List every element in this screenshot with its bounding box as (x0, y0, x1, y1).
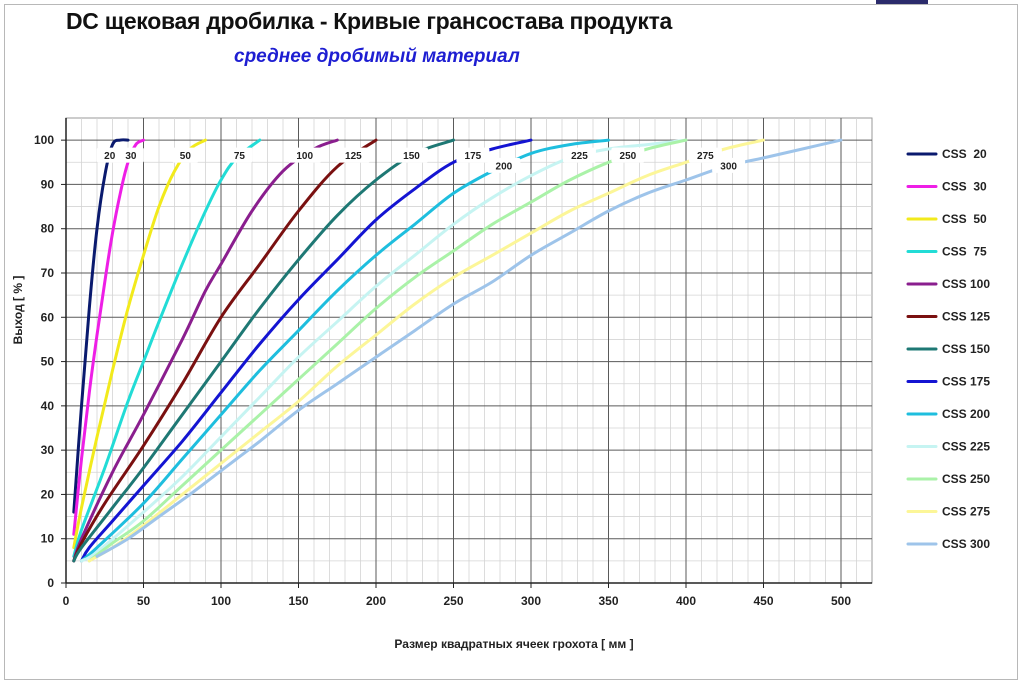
legend-item-label: CSS 20 (942, 147, 987, 161)
curve-275 (87, 138, 765, 563)
y-tick-label: 40 (41, 399, 55, 413)
legend-item-label: CSS 125 (942, 310, 990, 324)
curve-label-50: 50 (180, 151, 192, 162)
chart-title: DC щековая дробилка - Кривые грансостава… (66, 8, 673, 34)
curve-75 (72, 138, 262, 558)
grid-major (66, 118, 872, 583)
curve-label-150: 150 (403, 151, 420, 162)
corner-accent (876, 0, 928, 4)
x-tick-label: 250 (443, 594, 463, 608)
curve-label-box (336, 147, 370, 163)
curve-label-100: 100 (296, 151, 313, 162)
curve-label-box (487, 157, 521, 173)
y-axis-label: Выход [ % ] (11, 276, 25, 345)
axes (61, 118, 872, 588)
y-tick-label: 90 (41, 177, 55, 191)
legend-item-label: CSS 30 (942, 180, 987, 194)
legend-item-label: CSS 300 (942, 537, 990, 551)
x-tick-label: 400 (676, 594, 696, 608)
legend-item-label: CSS 75 (942, 245, 987, 259)
x-tick-label: 0 (63, 594, 70, 608)
curve-label-box (712, 157, 746, 173)
legend: CSS 20 CSS 30 CSS 50 CSS 75 CSS 100 CSS 125 CS… (906, 147, 990, 551)
legend-item-label: CSS 50 (942, 212, 987, 226)
x-tick-label: 200 (366, 594, 386, 608)
grid-minor (66, 118, 872, 583)
curve-250 (87, 138, 688, 563)
curve-125 (72, 138, 378, 563)
legend-item-label: CSS 150 (942, 342, 990, 356)
x-tick-label: 500 (831, 594, 851, 608)
y-tick-label: 30 (41, 443, 55, 457)
curve-label-125: 125 (345, 151, 362, 162)
curve-label-225: 225 (571, 151, 588, 162)
curve-label-175: 175 (465, 151, 482, 162)
curve-label-box (611, 147, 645, 163)
legend-item-label: CSS 275 (942, 505, 990, 519)
y-tick-label: 70 (41, 266, 55, 280)
curve-label-box (288, 147, 322, 163)
y-tick-label: 20 (41, 487, 55, 501)
curve-20 (72, 138, 130, 514)
curve-label-300: 300 (720, 161, 737, 172)
legend-item-label: CSS 200 (942, 407, 990, 421)
curve-label-box (395, 147, 429, 163)
curve-label-box (96, 147, 123, 163)
curve-label-75: 75 (234, 151, 246, 162)
x-tick-label: 300 (521, 594, 541, 608)
x-tick-label: 50 (137, 594, 151, 608)
x-tick-label: 100 (211, 594, 231, 608)
x-tick-labels: 0 50 100 150 200 250 300 350 400 450 500 (63, 594, 852, 608)
x-axis-label: Размер квадратных ячеек грохота [ мм ] (394, 637, 633, 651)
curve-labels: 20 30 50 75 100 125 150 175 200 225 250 275 300 (96, 147, 746, 173)
y-tick-label: 50 (41, 355, 55, 369)
curve-label-200: 200 (496, 161, 513, 172)
curve-label-box (456, 147, 490, 163)
curve-175 (80, 138, 533, 563)
y-tick-label: 10 (41, 532, 55, 546)
legend-item-label: CSS 250 (942, 472, 990, 486)
curve-label-box (117, 147, 144, 163)
y-tick-labels: 0 10 20 30 40 50 60 70 80 90 100 (34, 133, 54, 590)
y-tick-label: 100 (34, 133, 54, 147)
y-tick-label: 60 (41, 310, 55, 324)
x-tick-label: 150 (288, 594, 308, 608)
legend-item-label: CSS 175 (942, 375, 990, 389)
y-tick-label: 0 (47, 576, 54, 590)
x-tick-label: 350 (598, 594, 618, 608)
curve-100 (72, 138, 339, 563)
curve-label-box (562, 147, 596, 163)
curve-label-box (226, 147, 253, 163)
legend-item-label: CSS 225 (942, 440, 990, 454)
curve-label-20: 20 (104, 151, 116, 162)
legend-item-label: CSS 100 (942, 277, 990, 291)
curve-label-275: 275 (697, 151, 714, 162)
chart-subtitle: среднее дробимый материал (234, 46, 520, 67)
curve-label-250: 250 (620, 151, 637, 162)
y-tick-label: 80 (41, 222, 55, 236)
x-tick-label: 450 (753, 594, 773, 608)
curve-label-box (172, 147, 199, 163)
curve-300 (95, 138, 843, 558)
curve-label-30: 30 (125, 151, 137, 162)
curve-150 (72, 138, 455, 563)
